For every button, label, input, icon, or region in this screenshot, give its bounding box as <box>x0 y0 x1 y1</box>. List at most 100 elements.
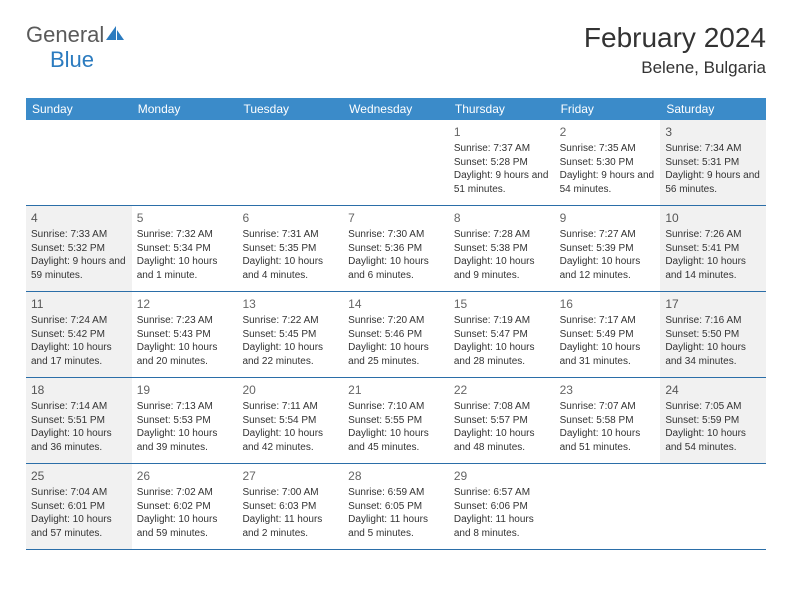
weekday-label: Wednesday <box>343 98 449 120</box>
day-sunrise: Sunrise: 7:35 AM <box>560 142 656 156</box>
day-sunrise: Sunrise: 7:34 AM <box>665 142 761 156</box>
day-sunset: Sunset: 5:49 PM <box>560 328 656 342</box>
day-sunrise: Sunrise: 7:08 AM <box>454 400 550 414</box>
day-sunset: Sunset: 5:51 PM <box>31 414 127 428</box>
day-daylight: Daylight: 10 hours and 6 minutes. <box>348 255 444 282</box>
day-sunset: Sunset: 5:31 PM <box>665 156 761 170</box>
calendar-day-cell: 24Sunrise: 7:05 AMSunset: 5:59 PMDayligh… <box>660 378 766 463</box>
day-sunrise: Sunrise: 7:28 AM <box>454 228 550 242</box>
day-daylight: Daylight: 10 hours and 17 minutes. <box>31 341 127 368</box>
day-number: 2 <box>560 124 656 140</box>
day-daylight: Daylight: 10 hours and 57 minutes. <box>31 513 127 540</box>
day-daylight: Daylight: 10 hours and 31 minutes. <box>560 341 656 368</box>
weeks-container: 1Sunrise: 7:37 AMSunset: 5:28 PMDaylight… <box>26 120 766 550</box>
day-sunset: Sunset: 6:02 PM <box>137 500 233 514</box>
day-sunset: Sunset: 5:46 PM <box>348 328 444 342</box>
sail-icon <box>104 24 126 47</box>
day-number: 29 <box>454 468 550 484</box>
day-sunset: Sunset: 5:45 PM <box>242 328 338 342</box>
month-title: February 2024 <box>584 22 766 54</box>
day-sunset: Sunset: 5:47 PM <box>454 328 550 342</box>
calendar-day-cell: 12Sunrise: 7:23 AMSunset: 5:43 PMDayligh… <box>132 292 238 377</box>
day-daylight: Daylight: 10 hours and 25 minutes. <box>348 341 444 368</box>
calendar-day-cell: 13Sunrise: 7:22 AMSunset: 5:45 PMDayligh… <box>237 292 343 377</box>
day-daylight: Daylight: 10 hours and 48 minutes. <box>454 427 550 454</box>
calendar-day-cell: 9Sunrise: 7:27 AMSunset: 5:39 PMDaylight… <box>555 206 661 291</box>
calendar-week-row: 4Sunrise: 7:33 AMSunset: 5:32 PMDaylight… <box>26 206 766 292</box>
day-sunrise: Sunrise: 7:30 AM <box>348 228 444 242</box>
calendar-day-cell: 26Sunrise: 7:02 AMSunset: 6:02 PMDayligh… <box>132 464 238 549</box>
day-daylight: Daylight: 9 hours and 59 minutes. <box>31 255 127 282</box>
day-sunset: Sunset: 5:39 PM <box>560 242 656 256</box>
weekday-label: Thursday <box>449 98 555 120</box>
day-sunrise: Sunrise: 7:17 AM <box>560 314 656 328</box>
day-number: 23 <box>560 382 656 398</box>
day-sunrise: Sunrise: 7:16 AM <box>665 314 761 328</box>
day-sunset: Sunset: 5:58 PM <box>560 414 656 428</box>
day-daylight: Daylight: 10 hours and 51 minutes. <box>560 427 656 454</box>
day-number: 24 <box>665 382 761 398</box>
calendar-day-cell <box>555 464 661 549</box>
calendar-day-cell: 10Sunrise: 7:26 AMSunset: 5:41 PMDayligh… <box>660 206 766 291</box>
day-daylight: Daylight: 9 hours and 51 minutes. <box>454 169 550 196</box>
day-sunset: Sunset: 5:43 PM <box>137 328 233 342</box>
day-number: 20 <box>242 382 338 398</box>
day-sunrise: Sunrise: 7:04 AM <box>31 486 127 500</box>
weekday-label: Tuesday <box>237 98 343 120</box>
day-daylight: Daylight: 10 hours and 28 minutes. <box>454 341 550 368</box>
calendar-day-cell: 6Sunrise: 7:31 AMSunset: 5:35 PMDaylight… <box>237 206 343 291</box>
day-number: 22 <box>454 382 550 398</box>
day-sunset: Sunset: 5:30 PM <box>560 156 656 170</box>
day-number: 27 <box>242 468 338 484</box>
day-number: 4 <box>31 210 127 226</box>
calendar-day-cell: 21Sunrise: 7:10 AMSunset: 5:55 PMDayligh… <box>343 378 449 463</box>
calendar-day-cell: 2 Sunrise: 7:35 AMSunset: 5:30 PMDaylight… <box>555 120 661 205</box>
day-sunset: Sunset: 5:32 PM <box>31 242 127 256</box>
day-number: 21 <box>348 382 444 398</box>
day-daylight: Daylight: 10 hours and 39 minutes. <box>137 427 233 454</box>
day-sunrise: Sunrise: 7:10 AM <box>348 400 444 414</box>
day-sunset: Sunset: 6:05 PM <box>348 500 444 514</box>
logo-text-general: General <box>26 22 104 48</box>
day-sunset: Sunset: 5:50 PM <box>665 328 761 342</box>
calendar-week-row: 1Sunrise: 7:37 AMSunset: 5:28 PMDaylight… <box>26 120 766 206</box>
day-sunset: Sunset: 6:06 PM <box>454 500 550 514</box>
day-number: 9 <box>560 210 656 226</box>
day-number: 15 <box>454 296 550 312</box>
day-sunrise: Sunrise: 7:02 AM <box>137 486 233 500</box>
day-sunrise: Sunrise: 6:59 AM <box>348 486 444 500</box>
day-sunrise: Sunrise: 6:57 AM <box>454 486 550 500</box>
calendar-day-cell <box>343 120 449 205</box>
day-daylight: Daylight: 10 hours and 4 minutes. <box>242 255 338 282</box>
day-number: 7 <box>348 210 444 226</box>
day-daylight: Daylight: 10 hours and 1 minute. <box>137 255 233 282</box>
weekday-label: Monday <box>132 98 238 120</box>
day-number: 25 <box>31 468 127 484</box>
day-daylight: Daylight: 10 hours and 12 minutes. <box>560 255 656 282</box>
calendar-day-cell: 15Sunrise: 7:19 AMSunset: 5:47 PMDayligh… <box>449 292 555 377</box>
day-daylight: Daylight: 9 hours and 54 minutes. <box>560 169 656 196</box>
day-number: 8 <box>454 210 550 226</box>
day-daylight: Daylight: 10 hours and 42 minutes. <box>242 427 338 454</box>
day-sunrise: Sunrise: 7:14 AM <box>31 400 127 414</box>
day-sunset: Sunset: 5:53 PM <box>137 414 233 428</box>
day-sunset: Sunset: 5:55 PM <box>348 414 444 428</box>
header: General February 2024 Belene, Bulgaria <box>26 22 766 78</box>
day-sunset: Sunset: 5:35 PM <box>242 242 338 256</box>
day-sunrise: Sunrise: 7:00 AM <box>242 486 338 500</box>
day-sunset: Sunset: 5:41 PM <box>665 242 761 256</box>
day-number: 3 <box>665 124 761 140</box>
day-number: 19 <box>137 382 233 398</box>
day-sunset: Sunset: 5:57 PM <box>454 414 550 428</box>
day-sunset: Sunset: 6:03 PM <box>242 500 338 514</box>
calendar-day-cell: 14Sunrise: 7:20 AMSunset: 5:46 PMDayligh… <box>343 292 449 377</box>
calendar-day-cell: 20Sunrise: 7:11 AMSunset: 5:54 PMDayligh… <box>237 378 343 463</box>
day-daylight: Daylight: 10 hours and 20 minutes. <box>137 341 233 368</box>
day-sunrise: Sunrise: 7:23 AM <box>137 314 233 328</box>
day-daylight: Daylight: 10 hours and 22 minutes. <box>242 341 338 368</box>
weekday-label: Friday <box>555 98 661 120</box>
calendar-week-row: 11Sunrise: 7:24 AMSunset: 5:42 PMDayligh… <box>26 292 766 378</box>
weekday-label: Sunday <box>26 98 132 120</box>
day-number: 17 <box>665 296 761 312</box>
weekday-header-row: SundayMondayTuesdayWednesdayThursdayFrid… <box>26 98 766 120</box>
